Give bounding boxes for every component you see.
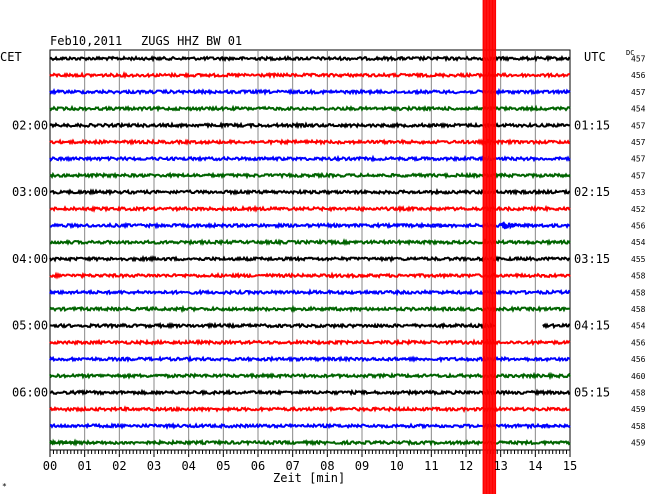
event-layer (49, 221, 556, 447)
right-time-label: 03:15 (574, 252, 610, 266)
date-label: Feb10,2011 (50, 34, 122, 48)
right-time-label: 02:15 (574, 185, 610, 199)
dc-offset-label: 454 (631, 238, 646, 247)
dc-offset-label: 460 (631, 372, 646, 381)
dc-offset-label: 458 (631, 305, 646, 314)
x-tick-label: 08 (320, 459, 334, 473)
trace-line (49, 321, 496, 330)
label-layer: 02:00 03:00 04:00 05:00 06:00 01:15 02:15 03:15… (12, 55, 646, 474)
dc-offset-label: 457 (631, 88, 646, 97)
dc-offset-label: 456 (631, 71, 646, 80)
dc-offset-label: 458 (631, 272, 646, 281)
dc-offset-label: 452 (631, 205, 646, 214)
event-burst (499, 221, 536, 230)
dc-offset-label: 459 (631, 405, 646, 414)
dc-offset-label: 454 (631, 322, 646, 331)
x-tick-label: 04 (181, 459, 195, 473)
x-tick-label: 06 (251, 459, 265, 473)
x-tick-label: 14 (528, 459, 542, 473)
dc-offset-label: 458 (631, 422, 646, 431)
corner-mark: * (2, 482, 7, 491)
x-tick-label: 10 (389, 459, 403, 473)
x-tick-label: 11 (424, 459, 438, 473)
x-tick-label: 15 (563, 459, 577, 473)
x-tick-label: 09 (355, 459, 369, 473)
grid-layer (49, 49, 571, 457)
x-axis-title: Zeit [min] (273, 471, 345, 485)
dc-offset-label: 454 (631, 105, 646, 114)
dc-offset-label: 456 (631, 355, 646, 364)
dc-offset-label: 453 (631, 188, 646, 197)
dc-offset-label: 457 (631, 55, 646, 64)
left-timezone-label: CET (0, 50, 22, 64)
right-time-label: 04:15 (574, 319, 610, 333)
dc-offset-label: 457 (631, 171, 646, 180)
dc-offset-label: 457 (631, 121, 646, 130)
x-tick-label: 05 (216, 459, 230, 473)
right-time-label: 01:15 (574, 118, 610, 132)
x-tick-label: 00 (43, 459, 57, 473)
x-tick-label: 03 (147, 459, 161, 473)
dc-offset-label: 457 (631, 138, 646, 147)
x-tick-label: 02 (112, 459, 126, 473)
left-time-label: 04:00 (12, 252, 48, 266)
x-tick-label: 13 (493, 459, 507, 473)
event-burst (542, 423, 556, 429)
dc-offset-label: 456 (631, 338, 646, 347)
trace-line (542, 322, 571, 330)
dc-offset-label: 459 (631, 439, 646, 448)
dc-offset-label: 458 (631, 389, 646, 398)
dc-offset-label: 458 (631, 288, 646, 297)
dc-offset-label: 455 (631, 255, 646, 264)
left-time-label: 03:00 (12, 185, 48, 199)
station-label: ZUGS HHZ BW 01 (141, 34, 242, 48)
event-burst (430, 222, 462, 229)
left-time-label: 05:00 (12, 319, 48, 333)
dc-offset-label: 456 (631, 222, 646, 231)
x-tick-label: 12 (459, 459, 473, 473)
saturation-layer (482, 0, 497, 494)
right-timezone-label: UTC (584, 50, 606, 64)
right-time-label: 05:15 (574, 386, 610, 400)
event-burst (49, 438, 99, 447)
dc-column-label: DC (626, 49, 634, 57)
dc-offset-label: 457 (631, 155, 646, 164)
left-time-label: 06:00 (12, 386, 48, 400)
x-tick-label: 01 (77, 459, 91, 473)
left-time-label: 02:00 (12, 118, 48, 132)
x-tick-label: 07 (285, 459, 299, 473)
